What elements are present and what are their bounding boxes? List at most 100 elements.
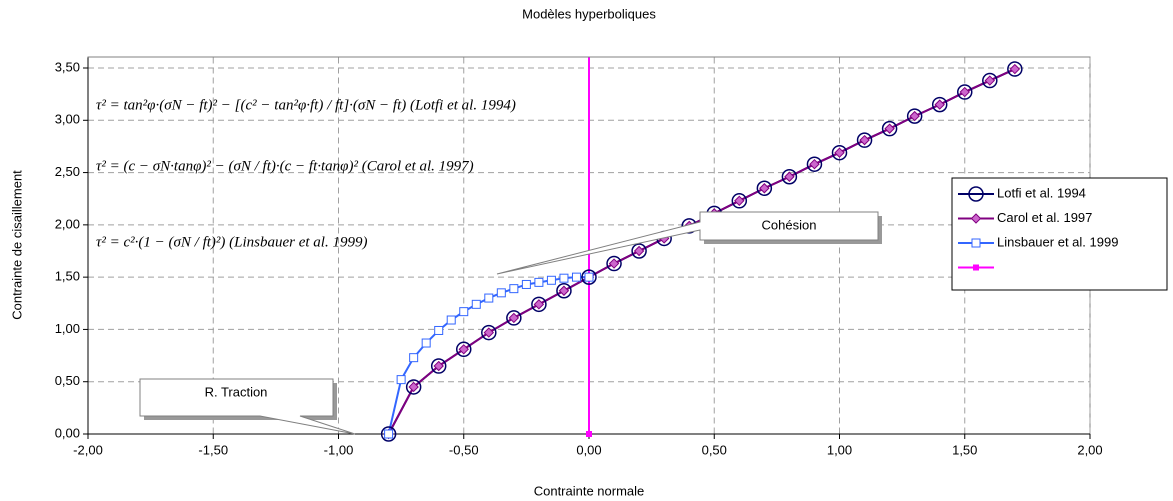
callout-box: [496, 211, 879, 275]
marker: [931, 96, 948, 113]
y-tick-label: 3,00: [55, 112, 80, 127]
marker: [959, 86, 970, 98]
marker: [957, 84, 973, 100]
y-tick-label: 0,00: [55, 425, 80, 440]
marker: [384, 429, 394, 439]
marker: [1007, 61, 1023, 77]
y-axis-label: Contrainte de cisaillement: [9, 170, 24, 320]
y-tick-label: 0,50: [55, 373, 80, 388]
marker: [934, 99, 945, 110]
marker: [456, 341, 472, 358]
y-tick-label: 1,50: [55, 269, 80, 284]
marker: [584, 272, 594, 282]
marker: [968, 186, 984, 202]
marker: [446, 315, 456, 325]
callout-box: [139, 378, 356, 435]
x-tick-label: -1,00: [324, 442, 354, 457]
marker: [506, 310, 522, 326]
marker: [884, 123, 895, 134]
marker: [633, 245, 645, 257]
formula: τ² = c²·(1 − (σN / ft)²) (Linsbauer et a…: [96, 234, 367, 250]
formula: τ² = tan²φ·(σN − ft)² − [(c² − tan²φ·ft)…: [96, 97, 516, 113]
legend-label: Carol et al. 1997: [997, 210, 1092, 225]
marker: [421, 338, 431, 348]
marker: [831, 144, 848, 161]
marker: [906, 108, 923, 124]
marker: [534, 277, 544, 287]
marker: [396, 375, 406, 385]
marker: [856, 132, 873, 148]
marker: [496, 288, 506, 298]
marker: [408, 381, 419, 393]
x-tick-label: -0,50: [449, 442, 479, 457]
y-tick-label: 3,50: [55, 59, 80, 74]
marker: [409, 353, 419, 363]
marker: [631, 243, 647, 259]
marker: [881, 120, 898, 137]
marker: [571, 272, 581, 282]
marker: [405, 379, 422, 395]
marker: [483, 327, 495, 338]
marker: [508, 312, 520, 324]
formula: τ² = (c − σN·tanφ)² − (σN / ft)·(c − ft·…: [96, 158, 474, 174]
marker: [971, 238, 981, 248]
x-tick-label: 1,50: [952, 442, 977, 457]
annotation: R. Traction: [205, 384, 268, 399]
marker: [973, 264, 979, 271]
marker: [556, 282, 572, 299]
marker: [531, 296, 547, 313]
marker: [533, 299, 545, 310]
marker: [781, 169, 798, 185]
marker: [734, 195, 745, 207]
marker: [459, 307, 469, 317]
marker: [806, 156, 823, 172]
x-tick-label: -1,50: [198, 442, 228, 457]
marker: [1009, 63, 1021, 75]
legend-label: Lotfi et al. 1994: [997, 185, 1086, 200]
marker: [759, 183, 770, 194]
marker: [484, 293, 494, 303]
x-tick-label: 0,00: [576, 442, 601, 457]
y-tick-label: 2,50: [55, 164, 80, 179]
x-axis-label: Contrainte normale: [534, 483, 645, 498]
y-tick-label: 1,00: [55, 321, 80, 336]
marker: [586, 431, 592, 437]
marker: [559, 273, 569, 283]
callout-cohesion: Cohésion: [496, 211, 882, 275]
marker: [546, 275, 556, 285]
marker: [608, 258, 620, 269]
marker: [471, 299, 481, 309]
marker: [784, 171, 795, 182]
marker: [430, 358, 447, 374]
chart-title: Modèles hyperboliques: [522, 6, 656, 21]
callout-traction: R. Traction: [139, 378, 356, 435]
marker: [380, 426, 397, 442]
marker: [756, 180, 773, 197]
marker: [859, 134, 870, 146]
legend-label: Linsbauer et al. 1999: [997, 234, 1118, 249]
marker: [558, 285, 570, 296]
y-tick-label: 2,00: [55, 216, 80, 231]
marker: [809, 158, 820, 170]
marker: [458, 344, 469, 355]
x-tick-label: 2,00: [1077, 442, 1102, 457]
marker: [509, 284, 519, 294]
marker: [970, 213, 982, 224]
legend-entries: Lotfi et al. 1994 Carol et al. 1997 Linsba…: [958, 185, 1118, 271]
legend: [951, 177, 1168, 291]
marker: [521, 279, 531, 289]
marker: [606, 255, 622, 272]
marker: [731, 193, 748, 209]
annotation: Cohésion: [762, 217, 817, 232]
marker: [481, 324, 497, 341]
x-tick-label: -2,00: [73, 442, 103, 457]
marker: [433, 360, 444, 372]
x-tick-label: 1,00: [827, 442, 852, 457]
marker: [434, 325, 444, 335]
x-tick-label: 0,50: [702, 442, 727, 457]
marker: [984, 75, 996, 86]
marker: [909, 110, 920, 122]
marker: [982, 72, 998, 89]
